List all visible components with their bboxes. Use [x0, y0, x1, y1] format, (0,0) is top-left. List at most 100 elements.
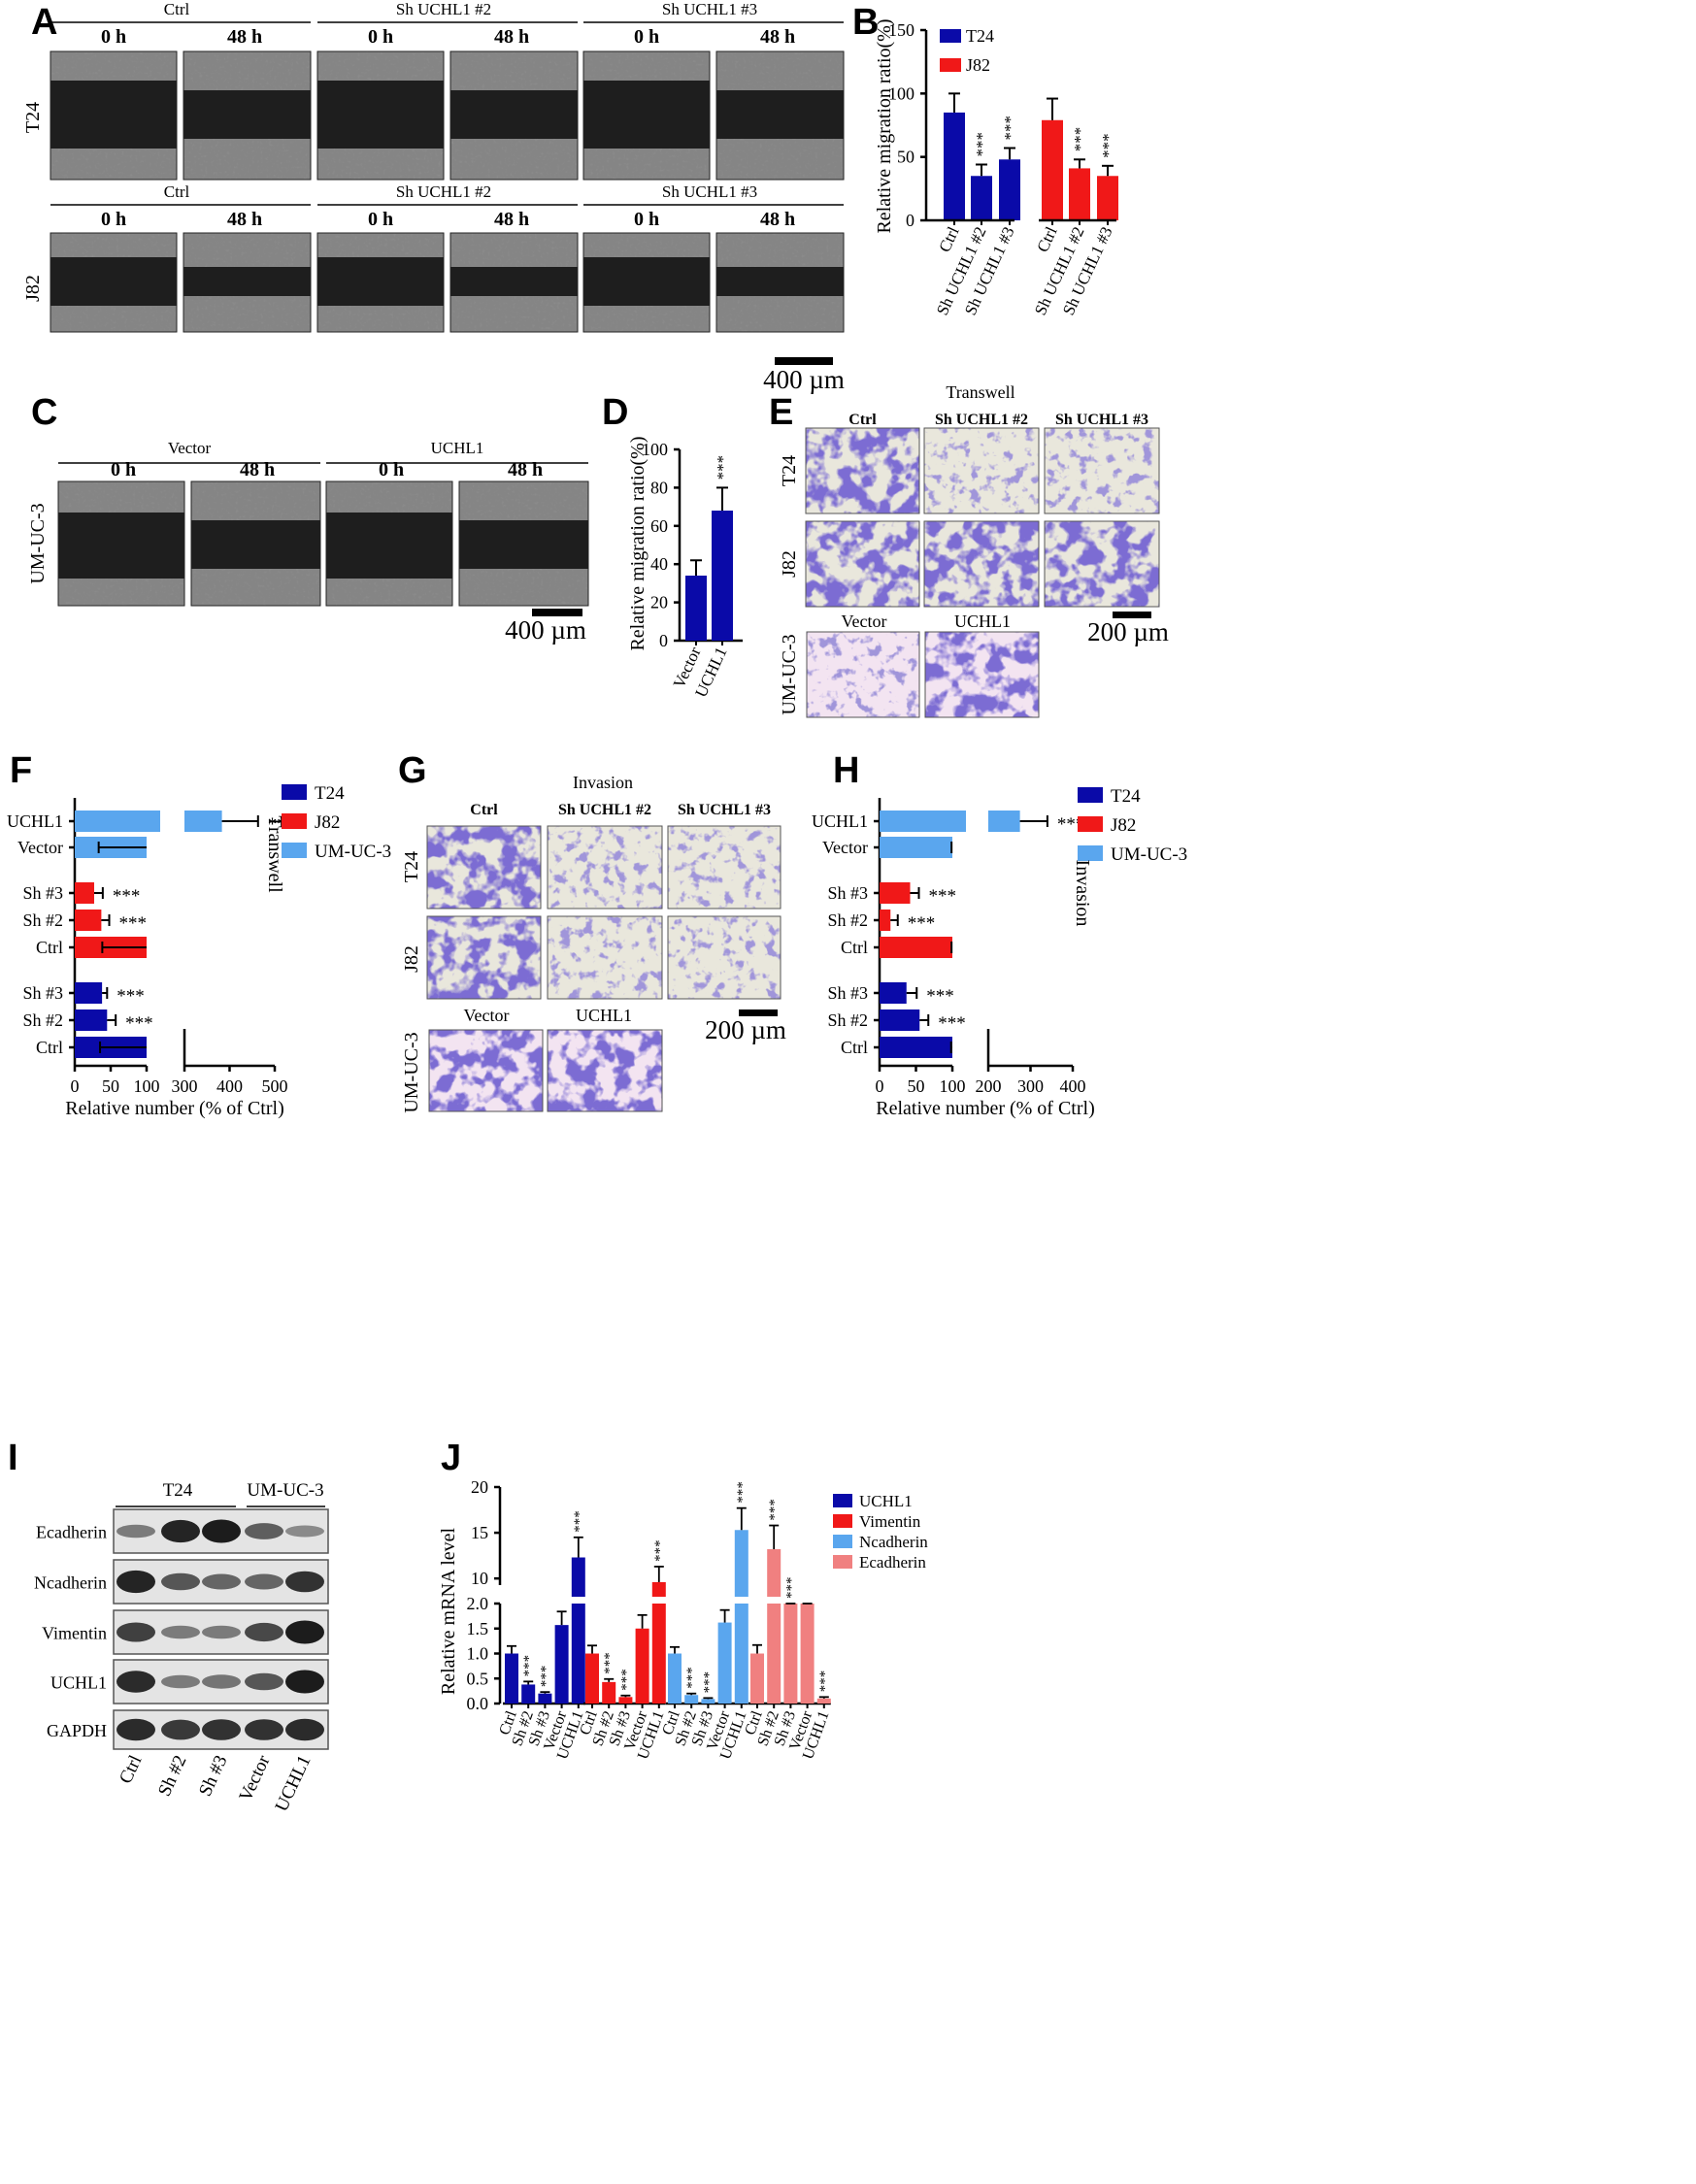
transwell-image	[923, 427, 1040, 514]
side-label-invasion: Invasion	[1072, 860, 1093, 927]
tile-border	[582, 232, 711, 333]
significance-label: ***	[521, 1655, 537, 1677]
bar	[571, 1604, 585, 1704]
time-label: 0 h	[101, 26, 126, 48]
x-tick-label: 0	[71, 1076, 80, 1096]
stained-cells	[925, 632, 1039, 717]
scratch-gap	[326, 513, 452, 579]
y-tick-label: Sh #2	[22, 910, 63, 930]
significance-label: ***	[684, 1667, 700, 1689]
significance-label: ***	[783, 1577, 799, 1600]
row-label-t24: T24	[401, 851, 422, 882]
blot-band	[202, 1573, 241, 1590]
panel-letter-c: C	[31, 392, 57, 433]
scratch-gap	[450, 90, 578, 139]
stained-cells	[548, 1030, 662, 1111]
tile-border	[449, 232, 579, 333]
tile-border	[316, 50, 445, 181]
stained-cells	[427, 826, 541, 909]
bar	[651, 1604, 666, 1704]
column-label: Sh UCHL1 #2	[558, 802, 651, 818]
y-tick-label: 1.5	[467, 1619, 489, 1638]
column-label: Ctrl	[848, 412, 877, 428]
blot-band	[161, 1625, 200, 1639]
x-tick-label: 400	[216, 1076, 243, 1096]
time-label: 48 h	[494, 26, 529, 48]
time-label: 48 h	[760, 26, 795, 48]
tile-border	[428, 1029, 544, 1112]
tile-border	[57, 480, 185, 607]
scratch-gap	[58, 513, 184, 579]
wound-image-0h	[50, 50, 178, 181]
time-label: 0 h	[368, 209, 393, 230]
scratch-gap	[716, 90, 844, 139]
bar	[800, 1604, 815, 1704]
blot-band	[245, 1672, 283, 1691]
legend-label: J82	[966, 55, 990, 75]
significance-label: ***	[652, 1539, 668, 1562]
tile-border	[458, 480, 589, 607]
bar	[999, 159, 1020, 220]
y-tick-label: Sh #2	[827, 910, 868, 930]
tile-border	[806, 631, 920, 718]
significance-label: ***	[973, 132, 991, 157]
scratch-gap	[183, 90, 311, 139]
time-label: 0 h	[111, 459, 136, 480]
x-tick-label: 300	[1017, 1076, 1044, 1096]
tile-border	[1044, 520, 1160, 608]
bar	[767, 1549, 781, 1597]
tile-border	[805, 427, 920, 514]
stained-cells	[427, 916, 541, 999]
wound-image-0h	[50, 232, 178, 333]
blot-band	[202, 1674, 241, 1689]
blot-band	[116, 1524, 155, 1539]
column-label: Vector	[842, 612, 887, 631]
significance-label: ***	[701, 1671, 716, 1694]
blot-band	[245, 1523, 283, 1539]
tile-border	[923, 520, 1040, 608]
transwell-image	[923, 520, 1040, 608]
scratch-gap	[183, 267, 311, 296]
tile-border	[547, 825, 663, 910]
group-label: Vector	[168, 439, 212, 457]
x-tick-label: 100	[940, 1076, 966, 1096]
bar	[538, 1693, 552, 1704]
bar	[750, 1653, 764, 1704]
transwell-image	[806, 631, 920, 718]
stained-cells	[1045, 521, 1159, 607]
blot-band	[285, 1670, 324, 1694]
significance-label: ***	[113, 886, 141, 907]
blot-group-label: T24	[163, 1480, 193, 1501]
blot-band	[285, 1525, 324, 1538]
row-label-t24: T24	[779, 455, 800, 486]
blot-band	[202, 1625, 241, 1639]
y-tick-label: Ctrl	[36, 938, 63, 957]
scratch-gap	[450, 267, 578, 296]
legend-label: UCHL1	[859, 1492, 913, 1510]
time-label: 48 h	[494, 209, 529, 230]
blot-band	[202, 1519, 241, 1543]
invasion-image	[428, 1029, 544, 1112]
legend-label: UM-UC-3	[1111, 844, 1187, 865]
significance-label: ***	[1099, 133, 1117, 158]
invasion-image	[547, 1029, 663, 1112]
bar	[685, 576, 707, 641]
blot-band	[202, 1719, 241, 1740]
bar	[635, 1628, 649, 1704]
x-tick-label: 300	[172, 1076, 198, 1096]
wound-image-0h	[582, 232, 711, 333]
blot-band	[116, 1718, 155, 1741]
group-label: Ctrl	[164, 0, 190, 18]
tile-border	[715, 232, 845, 333]
column-label: Ctrl	[470, 802, 498, 818]
tile-border	[715, 50, 845, 181]
blot-band	[285, 1718, 324, 1741]
legend-swatch	[282, 813, 307, 829]
x-axis-title: Relative number (% of Ctrl)	[65, 1098, 284, 1119]
x-tick-label: 0	[876, 1076, 884, 1096]
wound-image-48h	[183, 232, 312, 333]
column-label: Sh UCHL1 #2	[935, 412, 1028, 428]
panel-letter-e: E	[769, 392, 793, 433]
wound-image-0h	[582, 50, 711, 181]
wound-image-48h	[715, 232, 845, 333]
